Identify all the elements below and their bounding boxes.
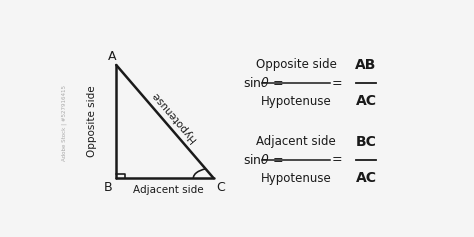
Text: sin$\theta$ =: sin$\theta$ = (243, 153, 284, 167)
Text: BC: BC (356, 135, 376, 149)
Text: B: B (104, 181, 112, 194)
Text: A: A (108, 50, 117, 63)
Text: Opposite side: Opposite side (87, 86, 97, 157)
Text: Hypotenuse: Hypotenuse (150, 89, 198, 143)
Text: AB: AB (356, 58, 377, 72)
Text: Adobe Stock | #527916415: Adobe Stock | #527916415 (61, 85, 67, 161)
Text: =: = (331, 153, 342, 166)
Text: AC: AC (356, 94, 376, 109)
Text: C: C (216, 181, 225, 194)
Text: sin$\theta$ =: sin$\theta$ = (243, 76, 284, 90)
Text: AC: AC (356, 171, 376, 185)
Text: Adjacent side: Adjacent side (256, 135, 336, 148)
Text: Adjacent side: Adjacent side (133, 185, 204, 195)
Text: Hypotenuse: Hypotenuse (261, 95, 332, 108)
Text: =: = (331, 77, 342, 90)
Text: Hypotenuse: Hypotenuse (261, 172, 332, 185)
Text: Opposite side: Opposite side (256, 59, 337, 71)
